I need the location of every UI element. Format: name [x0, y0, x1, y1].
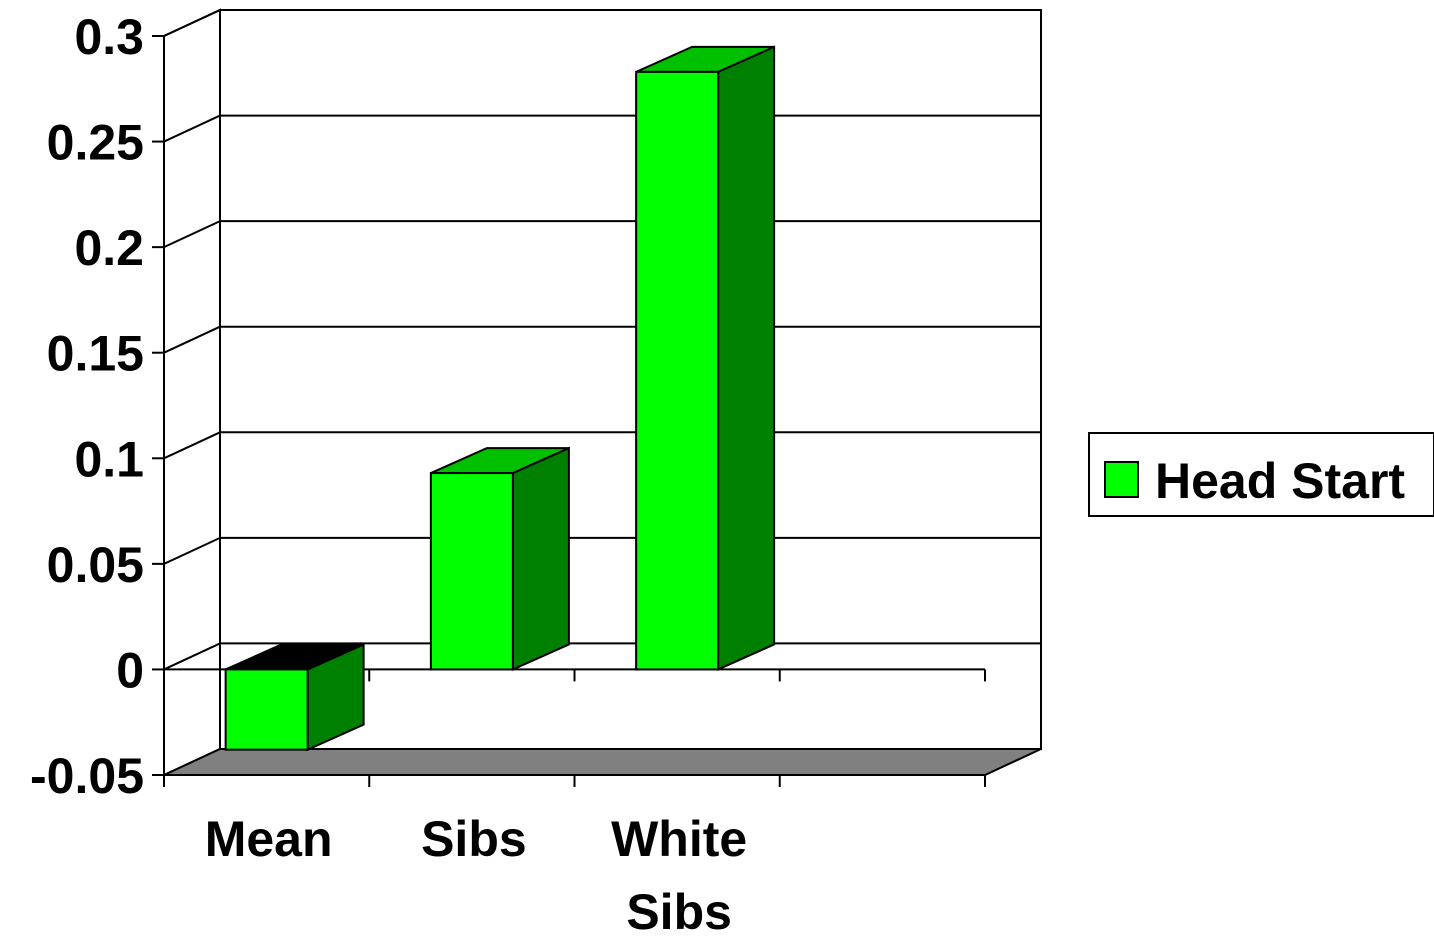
- x-category-label-line: Mean: [205, 811, 333, 867]
- legend-label: Head Start: [1155, 453, 1405, 509]
- bar: [635, 45, 776, 671]
- x-category-labels: Mean Sibs White Sibs: [205, 811, 747, 936]
- bar-side-face: [511, 446, 570, 671]
- chart-floor: [163, 748, 1042, 776]
- gridline-side: [163, 642, 221, 671]
- bar-side-face: [717, 45, 776, 671]
- y-tick-labels: -0.05 0 0.05 0.1 0.15 0.2 0.25 0.3: [30, 9, 144, 804]
- bar: [224, 642, 365, 752]
- floor-plane: [163, 748, 1042, 776]
- y-tick-label: 0.05: [47, 537, 144, 593]
- bar-front-face: [635, 70, 720, 671]
- back-wall: [219, 9, 1042, 750]
- y-tick-label: 0.3: [74, 9, 144, 65]
- y-tick-label: 0.15: [47, 326, 144, 382]
- gridline-side: [163, 431, 221, 460]
- x-category-label-line: Sibs: [421, 811, 527, 867]
- bar-front-face: [429, 472, 514, 671]
- y-tick-label: 0.2: [74, 220, 144, 276]
- x-category-label: Sibs: [421, 811, 527, 867]
- bars: [224, 45, 776, 752]
- y-tick-label: -0.05: [30, 748, 144, 804]
- x-category-label-line: White: [611, 811, 747, 867]
- gridline-side: [163, 220, 221, 249]
- y-tick-label: 0: [116, 642, 144, 698]
- side-wall: [163, 8, 221, 777]
- legend-box: [1088, 432, 1434, 517]
- gridline-side: [163, 325, 221, 354]
- x-category-label-line: Sibs: [626, 884, 732, 936]
- legend-swatch: [1104, 461, 1139, 498]
- gridline-side: [163, 9, 221, 37]
- gridline-side: [163, 114, 221, 143]
- legend: Head Start: [1088, 432, 1434, 517]
- chart-walls: [163, 8, 1042, 777]
- bar-front-face: [224, 668, 309, 751]
- bar: [429, 446, 570, 671]
- x-category-label: Mean: [205, 811, 333, 867]
- y-tick-label: 0.25: [47, 115, 144, 171]
- y-tick-label: 0.1: [74, 431, 144, 487]
- gridline-side: [163, 536, 221, 565]
- x-category-label: White Sibs: [611, 811, 747, 936]
- gridlines: [163, 9, 1041, 671]
